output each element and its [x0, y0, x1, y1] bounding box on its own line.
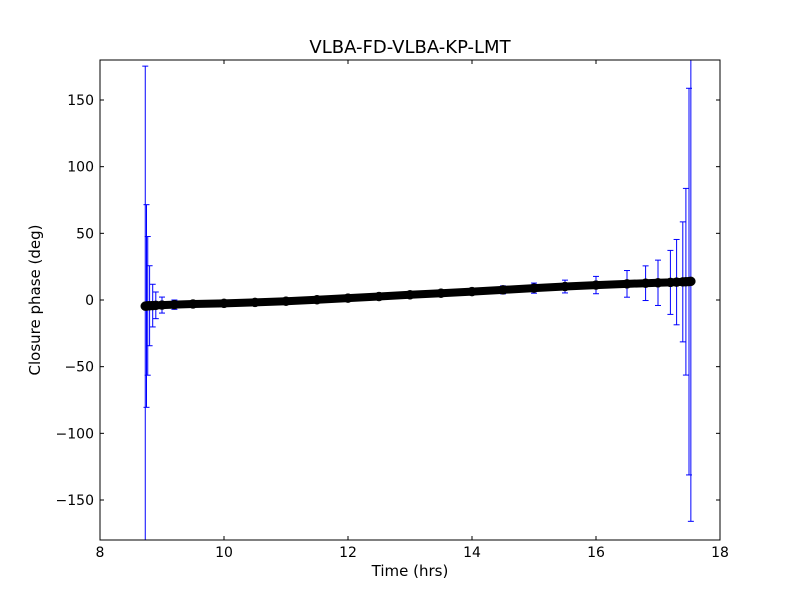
- chart-title: VLBA-FD-VLBA-KP-LMT: [309, 37, 511, 58]
- y-tick-label: −50: [64, 360, 94, 376]
- x-tick-label: 12: [339, 545, 357, 561]
- data-point: [529, 283, 539, 293]
- y-tick-label: 150: [67, 93, 94, 109]
- data-point: [436, 288, 446, 298]
- data-point: [374, 291, 384, 302]
- x-tick-label: 16: [587, 545, 605, 561]
- data-point: [560, 281, 570, 292]
- data-point: [281, 296, 291, 306]
- x-tick-label: 8: [96, 545, 105, 561]
- data-point: [591, 280, 601, 290]
- x-tick-label: 18: [711, 545, 729, 561]
- y-tick-label: −100: [56, 426, 94, 442]
- y-tick-label: −150: [56, 493, 94, 509]
- data-point: [498, 285, 508, 295]
- x-tick-label: 10: [215, 545, 233, 561]
- data-point: [250, 297, 260, 308]
- data-point: [622, 279, 632, 289]
- data-point: [653, 278, 663, 288]
- data-point: [219, 298, 229, 309]
- data-point: [467, 286, 477, 297]
- data-point: [312, 294, 322, 305]
- y-tick-label: 0: [85, 293, 94, 309]
- axes-frame: [99, 59, 721, 541]
- axis-ticks: 8 10 12 14 16 18 −150 −100 −50 0 50 100 150: [56, 60, 729, 561]
- x-tick-label: 14: [463, 545, 481, 561]
- y-tick-label: 100: [67, 160, 94, 176]
- data-point: [405, 290, 415, 300]
- y-tick-label: 50: [76, 226, 94, 242]
- plot-area: [140, 60, 696, 540]
- data-point: [686, 276, 696, 287]
- data-point: [640, 278, 651, 288]
- data-point: [188, 299, 198, 309]
- data-point: [169, 299, 180, 310]
- y-axis-label: Closure phase (deg): [26, 225, 44, 376]
- data-point: [157, 300, 167, 310]
- data-point: [343, 293, 353, 303]
- x-axis-label: Time (hrs): [371, 562, 449, 580]
